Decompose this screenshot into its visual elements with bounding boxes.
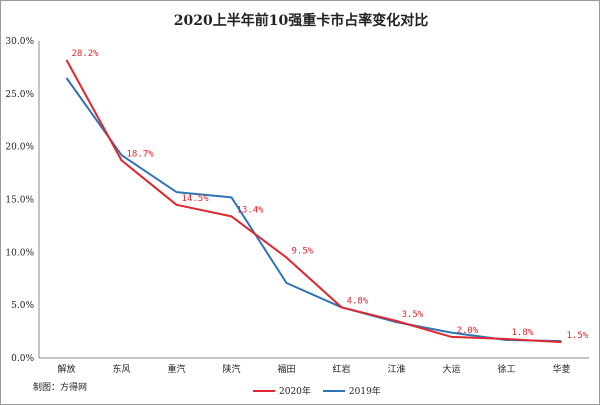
data-label: 1.5% [567, 331, 589, 341]
x-axis-ticks: 解放 东风 重汽 陕汽 福田 红岩 江淮 大运 徐工 华菱 [57, 363, 570, 375]
y-tick-label: 0.0% [11, 354, 34, 364]
data-label: 4.8% [347, 296, 369, 306]
series-line-2020 [65, 59, 562, 344]
x-tick-label: 重汽 [167, 363, 185, 375]
legend-label-2020: 2020年 [279, 387, 311, 397]
source-note: 制图：方得网 [33, 383, 88, 393]
x-tick-label: 华菱 [552, 363, 570, 375]
legend-label-2019: 2019年 [348, 387, 381, 397]
y-tick-label: 20.0% [5, 143, 34, 153]
y-tick-label: 5.0% [11, 301, 34, 311]
y-tick-label: 25.0% [5, 90, 34, 100]
data-label: 1.8% [512, 328, 534, 338]
y-tick-label: 30.0% [5, 37, 34, 47]
chart-title: 2020上半年前10强重卡市占率变化对比 [173, 13, 429, 29]
legend: 2020年 2019年 [253, 384, 393, 397]
series-lines [65, 59, 562, 344]
x-tick-label: 解放 [57, 363, 75, 375]
x-tick-label: 徐工 [497, 363, 515, 375]
x-tick-label: 福田 [277, 363, 295, 375]
data-label: 3.5% [402, 310, 424, 320]
data-label: 2.0% [457, 326, 479, 336]
legend-item-2020: 2020年 [253, 384, 311, 397]
legend-swatch-2020 [253, 389, 275, 392]
data-label: 14.5% [182, 194, 210, 204]
x-tick-label: 东风 [112, 363, 130, 375]
x-tick-label: 陕汽 [222, 363, 240, 375]
data-label: 18.7% [127, 149, 155, 159]
x-tick-label: 大运 [442, 363, 460, 375]
data-labels: 28.2% 18.7% 14.5% 13.4% 9.5% 4.8% 3.5% 2.0% 1.8%… [72, 49, 589, 341]
y-tick-label: 10.0% [5, 248, 34, 258]
x-tick-label: 江淮 [387, 364, 405, 375]
legend-swatch-2019 [322, 389, 345, 392]
x-tick-label: 红岩 [332, 363, 350, 375]
data-label: 28.2% [72, 49, 100, 59]
series-line-2019 [65, 77, 562, 343]
y-tick-label: 15.0% [5, 196, 34, 206]
legend-item-2019: 2019年 [322, 384, 381, 397]
y-axis-ticks: 0.0% 5.0% 10.0% 15.0% 20.0% 25.0% 30.0% [5, 37, 34, 364]
data-label: 13.4% [237, 205, 265, 215]
data-label: 9.5% [292, 247, 314, 257]
